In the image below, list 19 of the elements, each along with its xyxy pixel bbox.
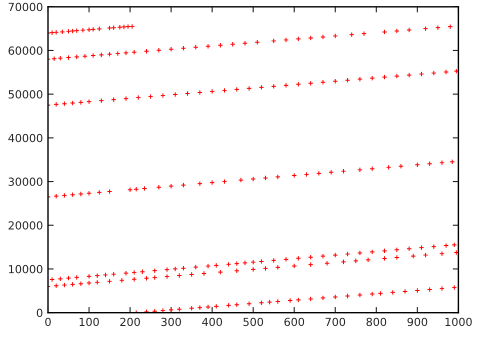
- x-tick-label: 900: [407, 318, 428, 326]
- y-tick-label: 50000: [8, 90, 42, 99]
- x-tick-label: 800: [366, 318, 386, 326]
- x-tick-label: 1000: [445, 318, 472, 326]
- y-tick-label: 60000: [8, 46, 42, 55]
- y-tick-label: 40000: [8, 134, 42, 142]
- y-tick-label: 20000: [8, 221, 42, 230]
- y-tick-label: 70000: [8, 2, 42, 12]
- y-tick-label: 0: [36, 308, 42, 318]
- x-tick-label: 400: [202, 318, 222, 326]
- x-tick-label: 0: [45, 318, 51, 326]
- y-tick-label: 10000: [9, 264, 42, 274]
- y-tick-label: 30000: [8, 178, 42, 186]
- x-tick-label: 500: [243, 318, 264, 326]
- x-tick-label: 300: [161, 318, 181, 326]
- x-tick-label: 100: [80, 318, 99, 326]
- x-tick-label: 700: [326, 318, 346, 326]
- x-tick-label: 600: [284, 318, 304, 326]
- x-tick-label: 200: [120, 318, 140, 326]
